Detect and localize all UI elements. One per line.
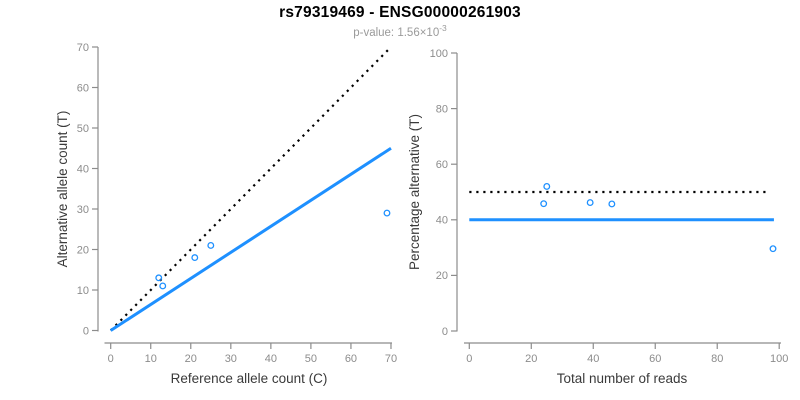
right-y-axis-title: Percentage alternative (T) xyxy=(407,114,422,270)
y-tick-label: 10 xyxy=(77,285,89,297)
data-point xyxy=(159,282,167,290)
y-tick-label: 70 xyxy=(77,42,89,54)
y-tick-label: 40 xyxy=(436,215,448,227)
data-point xyxy=(543,182,551,190)
x-tick-label: 40 xyxy=(587,353,599,365)
allele-count-panel: 0 10 20 30 40 50 60 70 0 10 20 30 40 50 60 70 xyxy=(77,42,397,365)
x-tick-label: 40 xyxy=(265,353,277,365)
p-value-subtitle: p-value: 1.56×10-3 xyxy=(0,23,800,39)
x-tick-label: 0 xyxy=(466,353,472,365)
data-point xyxy=(608,200,616,208)
y-tick-label: 60 xyxy=(436,159,448,171)
right-x-axis-title: Total number of reads xyxy=(557,371,688,386)
data-point xyxy=(540,200,548,208)
x-tick-label: 60 xyxy=(345,353,357,365)
data-point xyxy=(383,209,391,217)
x-tick-label: 100 xyxy=(770,353,788,365)
identity-line xyxy=(109,47,391,332)
x-tick-label: 20 xyxy=(185,353,197,365)
left-y-axis-title: Alternative allele count (T) xyxy=(55,111,70,268)
fitted-ratio-line xyxy=(109,146,392,332)
p-value-text: p-value: 1.56×10 xyxy=(353,26,440,39)
data-point xyxy=(586,199,594,207)
page-title: rs79319469 - ENSG00000261903 xyxy=(279,4,521,21)
percentage-reads-panel: 0 20 40 60 80 100 0 20 40 60 80 100 xyxy=(430,48,789,365)
x-tick-label: 0 xyxy=(108,353,114,365)
y-tick-label: 0 xyxy=(442,326,448,338)
y-tick-label: 0 xyxy=(83,325,89,337)
left-x-axis-title: Reference allele count (C) xyxy=(171,371,328,386)
x-tick-label: 80 xyxy=(711,353,723,365)
data-point xyxy=(155,274,163,282)
y-tick-label: 20 xyxy=(77,244,89,256)
x-tick-label: 10 xyxy=(145,353,157,365)
y-tick-label: 40 xyxy=(77,163,89,175)
y-tick-label: 20 xyxy=(436,270,448,282)
data-point xyxy=(191,254,199,262)
x-tick-label: 50 xyxy=(305,353,317,365)
x-tick-label: 60 xyxy=(649,353,661,365)
y-tick-label: 100 xyxy=(430,48,448,60)
y-tick-label: 60 xyxy=(77,82,89,94)
data-point xyxy=(769,245,777,253)
data-point xyxy=(207,241,215,249)
y-tick-label: 80 xyxy=(436,103,448,115)
x-tick-label: 70 xyxy=(385,353,397,365)
x-tick-label: 20 xyxy=(525,353,537,365)
x-tick-label: 30 xyxy=(225,353,237,365)
y-tick-label: 30 xyxy=(77,204,89,216)
y-tick-label: 50 xyxy=(77,123,89,135)
p-value-exponent: -3 xyxy=(439,23,447,33)
